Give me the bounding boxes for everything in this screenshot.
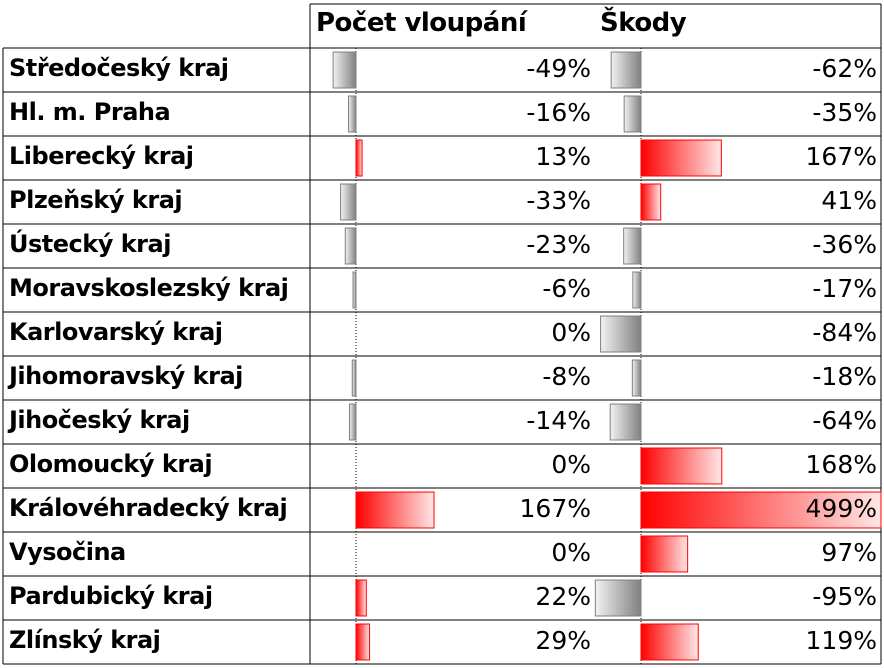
region-label: Ústecký kraj: [9, 230, 171, 258]
bar-count: [332, 51, 357, 89]
count-value: -6%: [542, 274, 591, 303]
damage-value: -18%: [812, 362, 877, 391]
bar-damage: [623, 227, 642, 265]
damage-value: -84%: [812, 318, 877, 347]
bar-damage: [610, 51, 642, 89]
table-row: Jihomoravský kraj -8% -18%: [3, 356, 881, 400]
count-value: 29%: [535, 626, 591, 655]
damage-value: -36%: [812, 230, 877, 259]
table-row: Středočeský kraj -49% -62%: [3, 48, 881, 92]
table-row: Pardubický kraj 22% -95%: [3, 576, 881, 620]
damage-value: -62%: [812, 54, 877, 83]
bar-count: [355, 623, 371, 661]
count-value: 13%: [535, 142, 591, 171]
count-value: 0%: [551, 318, 591, 347]
region-label: Liberecký kraj: [9, 142, 194, 170]
bar-count: [344, 227, 357, 265]
count-value: 0%: [551, 450, 591, 479]
bar-count: [355, 139, 363, 177]
bar-damage: [640, 491, 882, 529]
table-row: Vysočina 0% 97%: [3, 532, 881, 576]
region-label: Zlínský kraj: [9, 626, 161, 654]
damage-value: 97%: [821, 538, 877, 567]
region-label: Jihočeský kraj: [9, 406, 190, 434]
bar-count: [340, 183, 357, 221]
column-header-damage: Škody: [600, 8, 687, 38]
count-value: 22%: [535, 582, 591, 611]
table-row: Ústecký kraj -23% -36%: [3, 224, 881, 268]
bar-damage: [594, 579, 642, 617]
bar-damage: [640, 535, 689, 573]
count-value: -49%: [526, 54, 591, 83]
count-value: -16%: [526, 98, 591, 127]
bar-damage: [600, 315, 642, 353]
bar-damage: [631, 359, 642, 397]
count-value: -8%: [542, 362, 591, 391]
bar-damage: [640, 183, 662, 221]
bar-count: [348, 403, 357, 441]
table-row: Hl. m. Praha -16% -35%: [3, 92, 881, 136]
table-grid: [2, 3, 882, 665]
damage-value: 168%: [805, 450, 877, 479]
damage-value: 499%: [805, 494, 877, 523]
table-row: Zlínský kraj 29% 119%: [3, 620, 881, 664]
region-label: Plzeňský kraj: [9, 186, 183, 214]
bar-count: [351, 359, 357, 397]
region-label: Středočeský kraj: [9, 54, 229, 82]
damage-value: 167%: [805, 142, 877, 171]
table-row: Karlovarský kraj 0% -84%: [3, 312, 881, 356]
bar-damage: [640, 447, 723, 485]
table-row: Liberecký kraj 13% 167%: [3, 136, 881, 180]
damage-value: -17%: [812, 274, 877, 303]
bar-count: [352, 271, 357, 309]
region-label: Moravskoslezský kraj: [9, 274, 289, 302]
region-label: Královéhradecký kraj: [9, 494, 288, 522]
bar-damage: [623, 95, 642, 133]
count-value: -23%: [526, 230, 591, 259]
count-value: 167%: [519, 494, 591, 523]
damage-value: -35%: [812, 98, 877, 127]
count-value: -33%: [526, 186, 591, 215]
region-label: Karlovarský kraj: [9, 318, 223, 346]
bar-count: [348, 95, 357, 133]
table-row: Plzeňský kraj -33% 41%: [3, 180, 881, 224]
damage-value: -64%: [812, 406, 877, 435]
damage-value: 119%: [805, 626, 877, 655]
bar-damage: [640, 623, 699, 661]
bar-damage: [640, 139, 722, 177]
bar-damage: [632, 271, 642, 309]
region-label: Hl. m. Praha: [9, 98, 171, 126]
region-label: Vysočina: [9, 538, 126, 566]
table-row: Olomoucký kraj 0% 168%: [3, 444, 881, 488]
count-value: 0%: [551, 538, 591, 567]
damage-value: 41%: [821, 186, 877, 215]
damage-value: -95%: [812, 582, 877, 611]
table-row: Královéhradecký kraj 167% 499%: [3, 488, 881, 532]
bar-count: [355, 579, 367, 617]
bar-damage: [609, 403, 642, 441]
table-row: Moravskoslezský kraj -6% -17%: [3, 268, 881, 312]
region-label: Olomoucký kraj: [9, 450, 213, 478]
region-label: Pardubický kraj: [9, 582, 213, 610]
table-row: Jihočeský kraj -14% -64%: [3, 400, 881, 444]
column-header-count: Počet vloupání: [316, 8, 527, 38]
bar-count: [355, 491, 435, 529]
count-value: -14%: [526, 406, 591, 435]
region-label: Jihomoravský kraj: [9, 362, 243, 390]
